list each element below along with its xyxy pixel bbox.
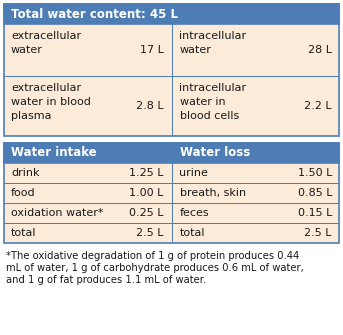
Text: extracellular
water: extracellular water	[11, 31, 81, 55]
Text: *The oxidative degradation of 1 g of protein produces 0.44: *The oxidative degradation of 1 g of pro…	[6, 251, 299, 261]
Text: 0.15 L: 0.15 L	[298, 208, 332, 218]
Text: Total water content: 45 L: Total water content: 45 L	[11, 7, 178, 20]
Text: intracellular
water: intracellular water	[179, 31, 247, 55]
Bar	[172, 24, 173, 76]
Text: breath, skin: breath, skin	[179, 188, 246, 198]
Bar	[4, 4, 339, 136]
Text: 2.2 L: 2.2 L	[304, 101, 332, 111]
Text: 0.25 L: 0.25 L	[129, 208, 164, 218]
Text: 1.00 L: 1.00 L	[129, 188, 164, 198]
Bar	[172, 163, 173, 183]
Bar	[4, 143, 172, 163]
Bar	[172, 183, 173, 203]
Text: 2.5 L: 2.5 L	[305, 228, 332, 238]
Text: 28 L: 28 L	[308, 45, 332, 55]
Bar	[172, 76, 173, 136]
Bar	[4, 76, 339, 77]
Text: urine: urine	[179, 168, 209, 178]
Text: drink: drink	[11, 168, 39, 178]
Text: 1.50 L: 1.50 L	[298, 168, 332, 178]
Text: and 1 g of fat produces 1.1 mL of water.: and 1 g of fat produces 1.1 mL of water.	[6, 275, 206, 285]
Bar	[172, 203, 173, 223]
Bar	[4, 223, 339, 224]
Text: oxidation water*: oxidation water*	[11, 208, 104, 218]
Text: 17 L: 17 L	[140, 45, 164, 55]
Text: food: food	[11, 188, 36, 198]
Text: Water loss: Water loss	[179, 146, 250, 159]
Text: 0.85 L: 0.85 L	[297, 188, 332, 198]
Text: mL of water, 1 g of carbohydrate produces 0.6 mL of water,: mL of water, 1 g of carbohydrate produce…	[6, 263, 304, 273]
Text: extracellular
water in blood
plasma: extracellular water in blood plasma	[11, 83, 91, 121]
Bar	[4, 203, 339, 204]
Bar	[4, 143, 339, 243]
Bar	[4, 4, 339, 24]
Text: 2.8 L: 2.8 L	[136, 101, 164, 111]
Text: Water intake: Water intake	[11, 146, 97, 159]
Text: 1.25 L: 1.25 L	[129, 168, 164, 178]
Text: total: total	[11, 228, 36, 238]
Bar	[172, 223, 173, 243]
Text: intracellular
water in
blood cells: intracellular water in blood cells	[179, 83, 247, 121]
Text: total: total	[179, 228, 205, 238]
Text: feces: feces	[179, 208, 209, 218]
Bar	[172, 143, 339, 163]
Text: 2.5 L: 2.5 L	[136, 228, 164, 238]
Bar	[4, 183, 339, 184]
